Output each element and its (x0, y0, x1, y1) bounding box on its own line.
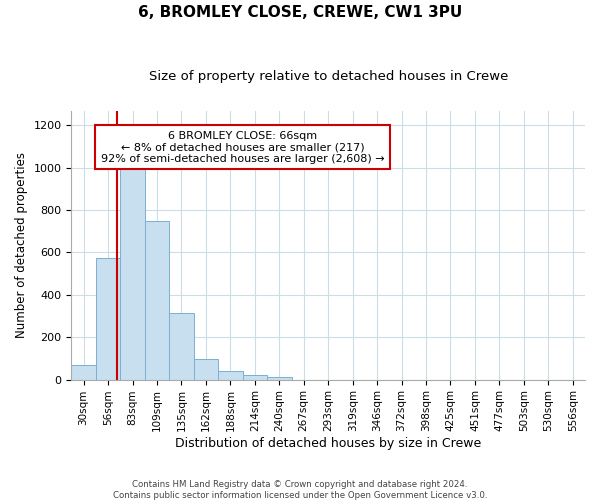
Text: Contains HM Land Registry data © Crown copyright and database right 2024.
Contai: Contains HM Land Registry data © Crown c… (113, 480, 487, 500)
Bar (267, 377, 292, 380)
X-axis label: Distribution of detached houses by size in Crewe: Distribution of detached houses by size … (175, 437, 481, 450)
Text: 6, BROMLEY CLOSE, CREWE, CW1 3PU: 6, BROMLEY CLOSE, CREWE, CW1 3PU (138, 5, 462, 20)
Bar (145, 221, 169, 380)
Bar (71, 365, 96, 380)
Y-axis label: Number of detached properties: Number of detached properties (15, 152, 28, 338)
Bar (121, 167, 145, 380)
Bar (194, 359, 218, 380)
Bar (169, 313, 194, 380)
Bar (218, 370, 242, 380)
Bar (96, 258, 121, 380)
Title: Size of property relative to detached houses in Crewe: Size of property relative to detached ho… (149, 70, 508, 83)
Text: 6 BROMLEY CLOSE: 66sqm
← 8% of detached houses are smaller (217)
92% of semi-det: 6 BROMLEY CLOSE: 66sqm ← 8% of detached … (101, 130, 385, 164)
Bar (242, 375, 267, 380)
